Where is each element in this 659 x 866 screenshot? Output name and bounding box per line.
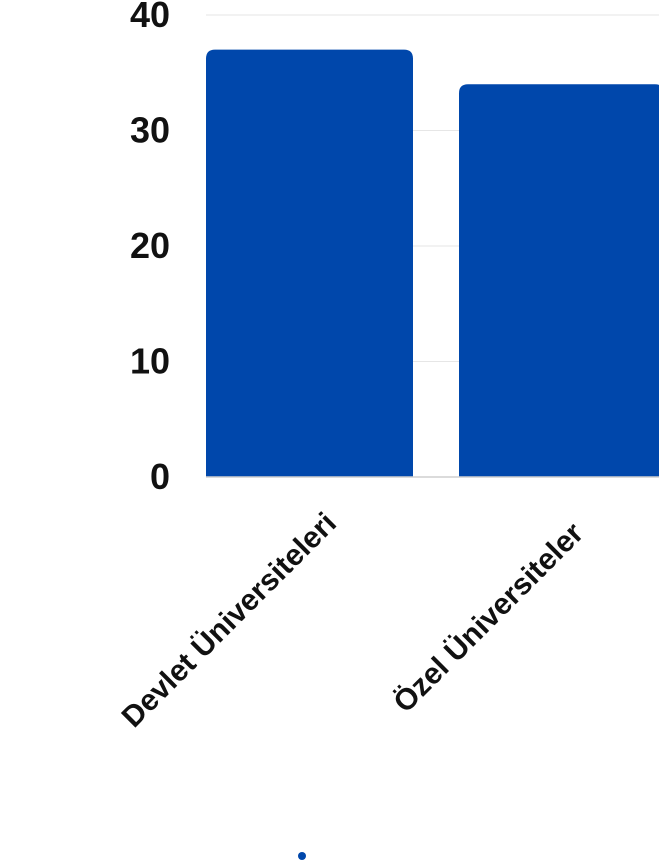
y-tick-label-10: 10 (130, 341, 170, 382)
y-tick-label-0: 0 (150, 456, 170, 497)
x-category-label-2: Özel Üniversiteler (387, 516, 590, 719)
legend-layer (298, 852, 306, 860)
y-tick-label-30: 30 (130, 110, 170, 151)
bar-2[interactable] (459, 84, 659, 477)
bar-1[interactable] (206, 49, 413, 478)
bar-layer (206, 49, 659, 478)
axis-layer: 0 10 20 30 40 (130, 0, 659, 497)
x-category-label-1: Devlet Üniversiteleri (116, 507, 343, 734)
y-tick-label-40: 40 (130, 0, 170, 35)
label-layer: Devlet Üniversiteleri Özel Üniversiteler (116, 507, 591, 734)
y-tick-label-20: 20 (130, 225, 170, 266)
legend-marker-dot (298, 852, 306, 860)
